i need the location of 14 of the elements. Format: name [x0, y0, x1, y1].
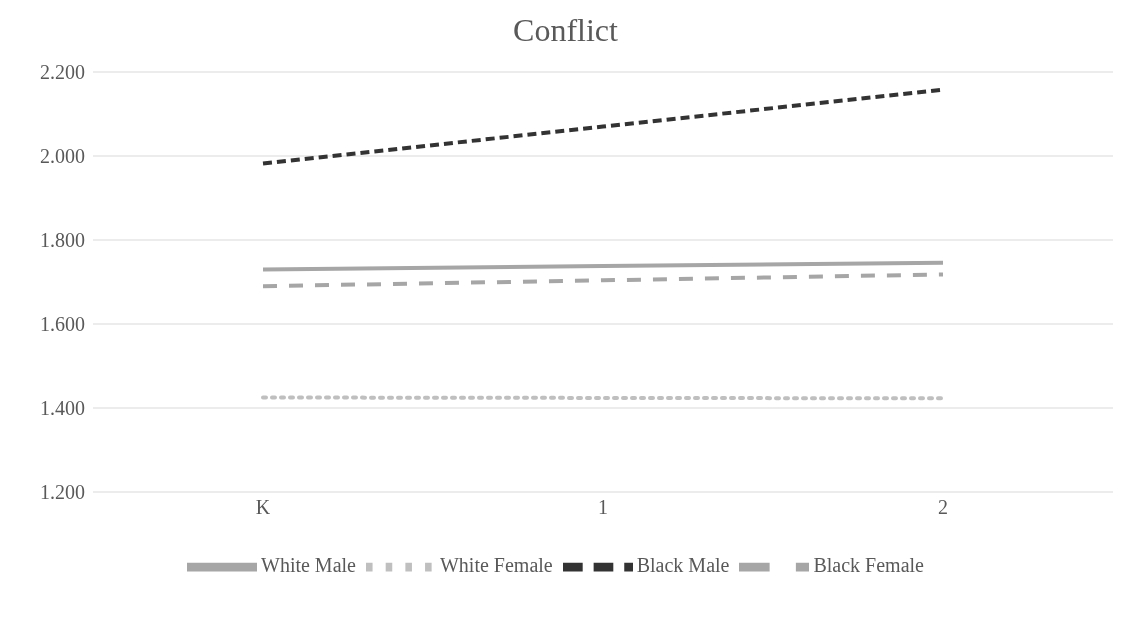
legend-label: Black Male: [636, 553, 730, 576]
y-tick-label: 2.000: [40, 145, 85, 168]
legend-label: White Male: [261, 553, 356, 576]
y-tick-label: 1.600: [40, 313, 85, 336]
legend-label: Black Female: [813, 553, 924, 576]
chart-title: Conflict: [512, 11, 619, 50]
x-tick-label: 2: [938, 496, 948, 519]
y-tick-label: 1.200: [40, 481, 85, 504]
x-tick-label: K: [255, 496, 271, 519]
y-tick-label: 1.800: [40, 229, 85, 252]
x-tick-label: 1: [598, 496, 608, 519]
y-tick-label: 2.200: [40, 61, 85, 84]
y-tick-label: 1.400: [40, 397, 85, 420]
legend-label: White Female: [439, 553, 553, 576]
